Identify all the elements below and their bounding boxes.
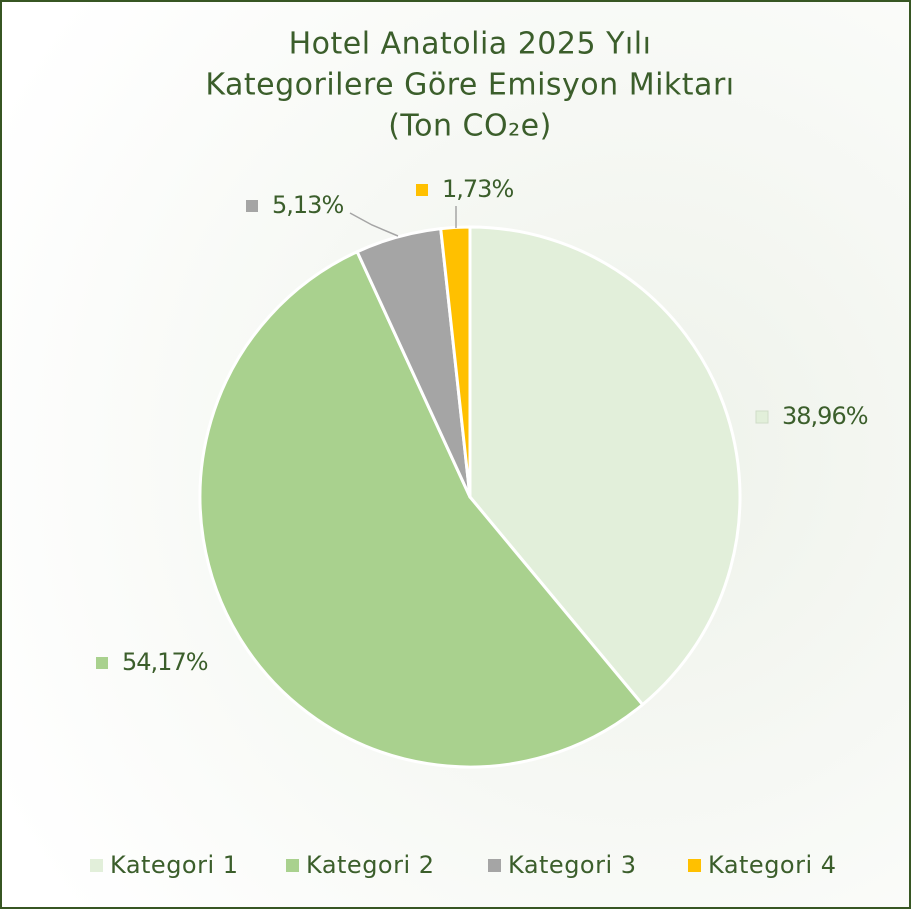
pie-slice [198,250,645,769]
value-label: 5,13% [272,191,343,219]
value-labels: 38,96% 54,17% 5,13% 1,73% [96,175,869,676]
legend-marker [688,859,701,872]
legend-label: Kategori 2 [306,851,435,879]
label-marker [755,410,769,424]
leader-line [349,212,399,237]
label-marker [96,657,108,669]
chart-title: Kategorilere Göre Emisyon Miktarı [205,68,734,103]
value-label: 1,73% [442,175,513,203]
legend-label: Kategori 1 [110,851,239,879]
legend-marker [286,859,299,872]
legend-label: Kategori 3 [508,851,637,879]
value-label: 54,17% [122,648,208,676]
chart-title: Hotel Anatolia 2025 Yılı [289,27,652,62]
chart-title: (Ton CO₂e) [388,109,552,144]
legend-marker [90,859,103,872]
label-marker [246,200,258,212]
legend: Kategori 1 Kategori 2 Kategori 3 Kategori 4 [90,851,837,879]
value-label: 38,96% [782,402,868,430]
legend-label: Kategori 4 [708,851,837,879]
legend-marker [488,859,501,872]
pie [198,225,742,769]
label-marker [416,184,428,196]
pie-slice [468,225,742,707]
